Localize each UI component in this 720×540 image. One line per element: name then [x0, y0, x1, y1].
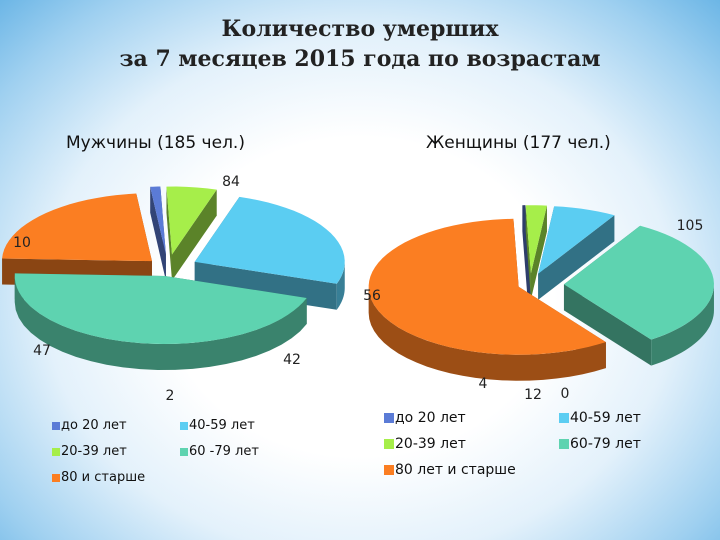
data-label-80-и-старше: 42	[283, 352, 301, 368]
legend-swatch	[180, 447, 188, 456]
legend-label: до 20 лет	[395, 410, 466, 426]
data-label-40-59-лет: 12	[524, 387, 542, 403]
slice-wall	[530, 205, 547, 300]
legend-item-40-59-лет: 40-59 лет	[559, 410, 641, 426]
data-label-до-20-лет: 0	[561, 386, 570, 402]
legend-label: до 20 лет	[61, 418, 127, 433]
slice-side	[368, 286, 606, 381]
slice-top	[368, 218, 606, 355]
slice-wall	[538, 215, 615, 300]
legend-swatch	[52, 421, 60, 430]
slice-wall	[171, 189, 217, 281]
slice-side	[651, 284, 714, 366]
slice-wall	[166, 186, 172, 281]
data-label-до-20-лет: 2	[166, 388, 175, 404]
slice-top	[150, 186, 166, 255]
legend-label: 60 -79 лет	[189, 444, 259, 459]
data-label-20-39-лет: 4	[479, 376, 488, 392]
legend-item-20-39-лет: 20-39 лет	[52, 444, 127, 459]
slice-до-20-лет	[150, 186, 166, 281]
legend-label: 40-59 лет	[570, 410, 641, 426]
slice-side	[336, 261, 345, 310]
slice-20-39-лет	[166, 186, 217, 281]
women-chart-title: Женщины (177 чел.)	[426, 133, 611, 153]
data-label-80-лет-и-старше: 105	[677, 218, 704, 234]
legend-swatch	[559, 413, 569, 423]
legend-label: 20-39 лет	[61, 444, 127, 459]
legend-label: 80 лет и старше	[395, 462, 516, 478]
data-label-20-39-лет: 10	[13, 235, 31, 251]
data-label-60-79-лет: 84	[222, 174, 240, 190]
legend-label: 80 и старше	[61, 470, 146, 485]
slice-wall	[525, 205, 531, 300]
legend-label: 60-79 лет	[570, 436, 641, 452]
legend-label: 20-39 лет	[395, 436, 466, 452]
slice-zero	[522, 205, 531, 300]
men-chart-title: Мужчины (185 чел.)	[66, 133, 245, 153]
data-label-60-79-лет: 56	[363, 288, 381, 304]
slice-top	[194, 196, 345, 284]
slice-40-59-лет	[538, 206, 615, 300]
legend-swatch	[52, 447, 60, 456]
slice-top	[525, 205, 547, 274]
legend-item-80-и-старше: 80 и старше	[52, 470, 145, 485]
legend-item-20-39-лет: 20-39 лет	[384, 436, 466, 452]
slice-60-79-лет	[563, 225, 714, 366]
chart-title: Количество умерших за 7 месяцев 2015 год…	[0, 14, 720, 74]
legend-swatch	[384, 413, 394, 423]
slice-до-20-лет	[522, 205, 531, 300]
men-pie: 2 10 47 84 42	[2, 174, 345, 404]
slice-top	[2, 193, 152, 262]
slice-side	[14, 276, 307, 370]
legend-item-60-79-лет: 60 -79 лет	[180, 444, 259, 459]
legend-item-до-20-лет: до 20 лет	[52, 418, 127, 433]
slice-wall	[150, 186, 166, 281]
slice-top	[14, 273, 307, 345]
slice-wall	[563, 284, 652, 366]
legend-item-40-59-лет: 40-59 лет	[180, 418, 255, 433]
legend-swatch	[384, 439, 394, 449]
legend-swatch	[559, 439, 569, 449]
slice-top	[538, 206, 615, 274]
slice-top	[563, 225, 714, 340]
data-label-40-59-лет: 47	[33, 343, 51, 359]
legend-label: 40-59 лет	[189, 418, 255, 433]
legend-item-80-лет-и-старше: 80 лет и старше	[384, 462, 516, 478]
legend-swatch	[384, 465, 394, 475]
legend-swatch	[180, 421, 188, 430]
slice-80-лет-и-старше	[368, 218, 606, 381]
title-line-2: за 7 месяцев 2015 года по возрастам	[119, 46, 601, 72]
slice-60-79-лет	[14, 273, 307, 370]
legend-swatch	[52, 473, 60, 482]
legend-item-60-79-лет: 60-79 лет	[559, 436, 641, 452]
legend-item-до-20-лет: до 20 лет	[384, 410, 466, 426]
slice-top	[166, 186, 217, 255]
women-pie: 0 4 12 56 105	[363, 205, 714, 403]
title-line-1: Количество умерших	[221, 16, 499, 42]
slice-20-39-лет	[525, 205, 547, 300]
